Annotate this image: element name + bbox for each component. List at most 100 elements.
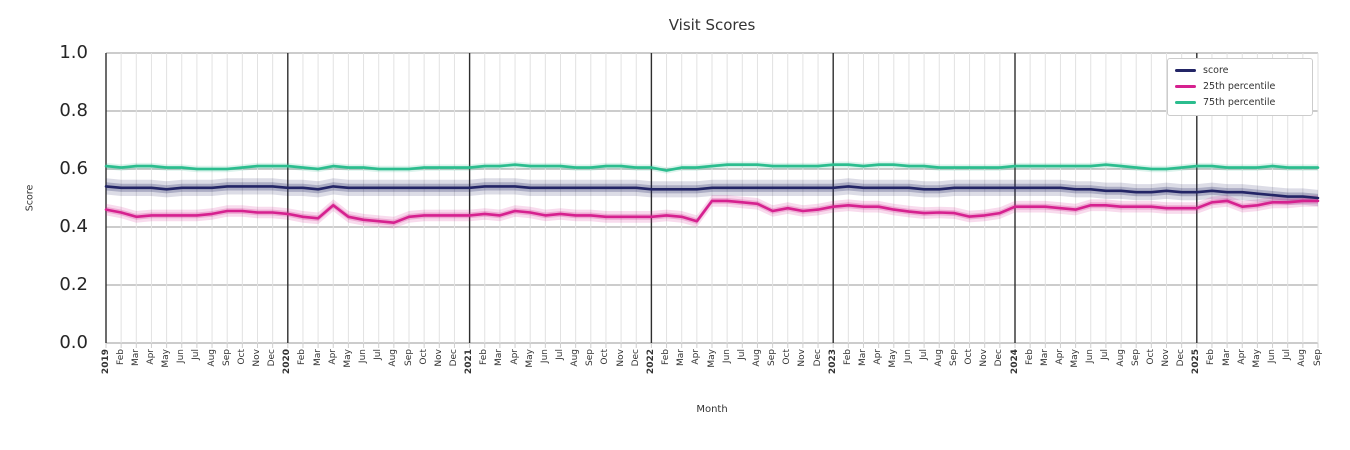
x-tick-label-year: 2020	[282, 349, 293, 375]
x-tick-label: Jun	[721, 349, 732, 364]
x-tick-label: Mar	[312, 349, 323, 366]
x-tick-label: Mar	[1039, 349, 1050, 366]
x-tick-label: Mar	[130, 349, 141, 366]
x-tick-label: Feb	[661, 349, 672, 365]
x-tick-label: Dec	[812, 349, 823, 367]
legend-label: score	[1203, 65, 1229, 76]
x-tick-label-year: 2025	[1191, 349, 1202, 375]
x-tick-label: Nov	[252, 349, 262, 367]
legend-entry-25th-percentile: 25th percentile	[1175, 80, 1304, 93]
x-tick-label: May	[342, 349, 353, 368]
x-tick-label: Jul	[736, 349, 747, 360]
x-tick-label-year: 2022	[645, 349, 656, 375]
x-tick-label: Dec	[994, 349, 1005, 367]
confidence-band	[106, 161, 1318, 174]
x-tick-label: Mar	[494, 349, 505, 366]
x-tick-label: Sep	[403, 349, 414, 366]
x-tick-label: May	[524, 349, 535, 368]
x-tick-label: Oct	[964, 349, 975, 365]
x-tick-label: Apr	[1236, 349, 1247, 365]
legend-label: 75th percentile	[1203, 97, 1276, 108]
x-tick-label: Feb	[297, 349, 308, 365]
x-tick-label: Nov	[797, 349, 808, 367]
x-tick-label: May	[1251, 349, 1262, 368]
x-tick-label: Sep	[948, 349, 959, 366]
series-line-25th-percentile	[104, 199, 1320, 224]
x-tick-label: Apr	[873, 349, 884, 365]
x-tick-label: Oct	[236, 349, 247, 365]
x-tick-label: Jul	[555, 349, 565, 360]
x-tick-label: Feb	[115, 349, 126, 365]
x-tick-label: Nov	[433, 349, 444, 367]
x-tick-label: Apr	[145, 349, 156, 365]
x-tick-label: Mar	[858, 349, 868, 366]
confidence-band	[106, 178, 1318, 207]
x-tick-label: Apr	[1054, 349, 1065, 365]
x-tick-label-year: 2019	[100, 349, 111, 375]
x-tick-label: May	[706, 349, 717, 368]
x-tick-label: Apr	[327, 349, 338, 365]
x-tick-label: Mar	[676, 349, 687, 366]
x-tick-label: Jul	[373, 349, 384, 360]
x-tick-label: Oct	[1145, 349, 1156, 365]
legend-entry-score: score	[1175, 64, 1304, 77]
x-tick-label: Jun	[358, 349, 369, 364]
y-tick-label: 0.6	[59, 158, 88, 179]
legend-swatch-icon	[1175, 69, 1196, 72]
x-tick-label: Aug	[1115, 349, 1126, 367]
x-tick-label: Sep	[585, 349, 596, 366]
x-tick-label: Dec	[1176, 349, 1187, 367]
x-tick-label: Feb	[842, 349, 853, 365]
y-tick-label: 0.0	[59, 332, 88, 353]
x-tick-label: May	[1070, 349, 1081, 368]
confidence-band	[106, 198, 1318, 226]
x-tick-label: Aug	[1297, 349, 1308, 367]
x-tick-label: Dec	[630, 349, 641, 367]
x-tick-label: Jul	[1282, 349, 1293, 360]
x-tick-label-year: 2023	[827, 349, 838, 375]
x-tick-label: Dec	[448, 349, 459, 367]
x-tick-label: Feb	[479, 349, 490, 365]
x-tick-label: Sep	[1130, 349, 1141, 366]
x-tick-label: Jul	[191, 349, 202, 360]
x-tick-label: Jun	[1085, 349, 1096, 364]
x-tick-label: Feb	[1206, 349, 1217, 365]
y-tick-label: 1.0	[59, 42, 88, 63]
x-tick-label: Nov	[979, 349, 990, 367]
x-tick-label: Jun	[176, 349, 187, 364]
x-tick-label: Dec	[267, 349, 278, 367]
x-tick-label: Aug	[206, 349, 217, 367]
x-tick-label: May	[888, 349, 899, 368]
legend-label: 25th percentile	[1203, 81, 1276, 92]
x-tick-label: Aug	[933, 349, 944, 367]
y-tick-label: 0.8	[59, 100, 88, 121]
series-line-75th-percentile	[104, 163, 1320, 172]
x-tick-label: Nov	[1161, 349, 1171, 367]
x-tick-label: Nov	[615, 349, 626, 367]
x-tick-label: Aug	[570, 349, 581, 367]
x-tick-label: Oct	[600, 349, 611, 365]
x-tick-label: Jun	[539, 349, 550, 364]
x-tick-label: Jul	[1100, 349, 1111, 360]
x-tick-label: Jun	[903, 349, 914, 364]
x-tick-label: Apr	[509, 349, 520, 365]
x-tick-label: Oct	[418, 349, 429, 365]
x-tick-label: Apr	[691, 349, 702, 365]
x-tick-label: Jul	[918, 349, 929, 360]
y-tick-label: 0.2	[59, 274, 88, 295]
legend-swatch-icon	[1175, 101, 1196, 104]
y-tick-label: 0.4	[59, 216, 88, 237]
x-tick-label: Aug	[751, 349, 762, 367]
x-tick-label: Jun	[1267, 349, 1278, 364]
x-tick-label: Oct	[782, 349, 793, 365]
legend: score 25th percentile 75th percentile	[1167, 58, 1313, 116]
x-tick-label: Feb	[1024, 349, 1035, 365]
legend-entry-75th-percentile: 75th percentile	[1175, 96, 1304, 109]
x-tick-label-year: 2021	[464, 349, 475, 375]
series-line-score	[104, 185, 1320, 200]
x-tick-label: Aug	[388, 349, 399, 367]
x-tick-label: May	[161, 349, 172, 368]
x-tick-label: Sep	[221, 349, 232, 366]
